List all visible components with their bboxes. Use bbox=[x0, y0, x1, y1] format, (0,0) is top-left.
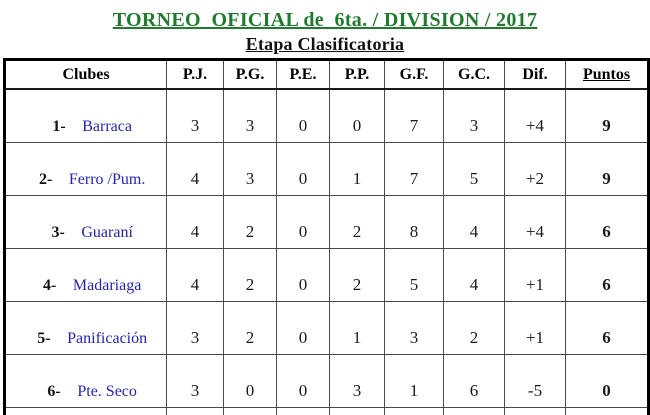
pe-value: 0 bbox=[276, 142, 330, 196]
pj-value: 3 bbox=[166, 301, 224, 355]
gc-value: 5 bbox=[443, 142, 505, 196]
gc-value: 6 bbox=[443, 354, 505, 408]
header-pe: P.E. bbox=[276, 59, 330, 90]
pp-value: 2 bbox=[329, 195, 385, 249]
table-row: 2- Ferro /Pum. 4 3 0 1 7 5 +2 9 bbox=[4, 142, 649, 196]
rank-label: 4- bbox=[43, 277, 57, 294]
header-dif: Dif. bbox=[504, 59, 566, 90]
pe-value: 0 bbox=[276, 88, 330, 143]
club-cell: 2- Ferro /Pum. bbox=[4, 142, 167, 196]
club-name: Ferro /Pum. bbox=[68, 171, 146, 188]
club-name: Madariaga bbox=[72, 277, 142, 294]
gf-value: 7 bbox=[384, 142, 444, 196]
gc-value: 4 bbox=[443, 248, 505, 302]
dif-value: +4 bbox=[504, 195, 566, 249]
table-row: 3- Guaraní 4 2 0 2 8 4 +4 6 bbox=[4, 195, 649, 249]
puntos-value: 9 bbox=[565, 88, 649, 143]
pj-value: 3 bbox=[166, 354, 224, 408]
rank-label: 6- bbox=[47, 383, 61, 400]
gc-value: 8 bbox=[443, 407, 505, 415]
page-subtitle: Etapa Clasificatoria bbox=[245, 34, 405, 54]
header-puntos-label: Puntos bbox=[582, 65, 631, 83]
standings-page: TORNEO OFICIAL de 6ta. / DIVISION / 2017… bbox=[0, 9, 650, 415]
pj-value: 3 bbox=[166, 407, 224, 415]
gf-value: 1 bbox=[384, 354, 444, 408]
pg-value: 2 bbox=[223, 248, 277, 302]
dif-value: -7 bbox=[504, 407, 566, 415]
club-name: Guaraní bbox=[81, 224, 133, 241]
header-puntos: Puntos bbox=[565, 59, 649, 90]
pp-value: 1 bbox=[329, 142, 385, 196]
gc-value: 3 bbox=[443, 88, 505, 143]
table-row: 4- Madariaga 4 2 0 2 5 4 +1 6 bbox=[4, 248, 649, 302]
pg-value: 3 bbox=[223, 88, 277, 143]
dif-value: +4 bbox=[504, 88, 566, 143]
table-row: 7- Rivera 3 0 0 3 1 8 -7 0 bbox=[4, 407, 649, 415]
club-name: Barraca bbox=[82, 118, 132, 135]
pj-value: 4 bbox=[166, 142, 224, 196]
pp-value: 1 bbox=[329, 301, 385, 355]
pp-value: 3 bbox=[329, 407, 385, 415]
club-cell: 5- Panificación bbox=[4, 301, 167, 355]
pg-value: 3 bbox=[223, 142, 277, 196]
table-row: 1- Barraca 3 3 0 0 7 3 +4 9 bbox=[4, 88, 649, 143]
puntos-value: 0 bbox=[565, 407, 649, 415]
header-pj: P.J. bbox=[166, 59, 224, 90]
pg-value: 2 bbox=[223, 195, 277, 249]
pg-value: 0 bbox=[223, 354, 277, 408]
club-cell: 1- Barraca bbox=[4, 88, 167, 143]
rank-label: 3- bbox=[51, 224, 65, 241]
puntos-value: 6 bbox=[565, 301, 649, 355]
gc-value: 2 bbox=[443, 301, 505, 355]
rank-label: 1- bbox=[52, 118, 66, 135]
gf-value: 7 bbox=[384, 88, 444, 143]
header-gc: G.C. bbox=[443, 59, 505, 90]
pp-value: 2 bbox=[329, 248, 385, 302]
pe-value: 0 bbox=[276, 195, 330, 249]
club-cell: 6- Pte. Seco bbox=[4, 354, 167, 408]
header-pp: P.P. bbox=[329, 59, 385, 90]
pj-value: 4 bbox=[166, 248, 224, 302]
rank-label: 2- bbox=[38, 171, 53, 188]
pp-value: 0 bbox=[329, 88, 385, 143]
club-cell: 3- Guaraní bbox=[4, 195, 167, 249]
dif-value: +1 bbox=[504, 301, 566, 355]
dif-value: +2 bbox=[504, 142, 566, 196]
table-header-row: Clubes P.J. P.G. P.E. P.P. G.F. G.C. Dif… bbox=[4, 59, 649, 90]
table-row: 6- Pte. Seco 3 0 0 3 1 6 -5 0 bbox=[4, 354, 649, 408]
club-cell: 4- Madariaga bbox=[4, 248, 167, 302]
puntos-value: 0 bbox=[565, 354, 649, 408]
puntos-value: 6 bbox=[565, 195, 649, 249]
rank-label: 5- bbox=[37, 330, 51, 347]
pp-value: 3 bbox=[329, 354, 385, 408]
header-clubes: Clubes bbox=[4, 59, 167, 90]
puntos-value: 9 bbox=[565, 142, 649, 196]
header-pg: P.G. bbox=[223, 59, 277, 90]
pg-value: 2 bbox=[223, 301, 277, 355]
gf-value: 3 bbox=[384, 301, 444, 355]
gc-value: 4 bbox=[443, 195, 505, 249]
pj-value: 3 bbox=[166, 88, 224, 143]
puntos-value: 6 bbox=[565, 248, 649, 302]
dif-value: -5 bbox=[504, 354, 566, 408]
pe-value: 0 bbox=[276, 354, 330, 408]
gf-value: 1 bbox=[384, 407, 444, 415]
club-name: Panificación bbox=[67, 330, 148, 347]
gf-value: 5 bbox=[384, 248, 444, 302]
dif-value: +1 bbox=[504, 248, 566, 302]
table-row: 5- Panificación 3 2 0 1 3 2 +1 6 bbox=[4, 301, 649, 355]
pe-value: 0 bbox=[276, 301, 330, 355]
gf-value: 8 bbox=[384, 195, 444, 249]
pg-value: 0 bbox=[223, 407, 277, 415]
pe-value: 0 bbox=[276, 248, 330, 302]
pj-value: 4 bbox=[166, 195, 224, 249]
club-name: Pte. Seco bbox=[77, 383, 137, 400]
pe-value: 0 bbox=[276, 407, 330, 415]
standings-table: Clubes P.J. P.G. P.E. P.P. G.F. G.C. Dif… bbox=[3, 58, 650, 415]
page-title: TORNEO OFICIAL de 6ta. / DIVISION / 2017 bbox=[112, 9, 538, 31]
header-gf: G.F. bbox=[384, 59, 444, 90]
club-cell: 7- Rivera bbox=[4, 407, 167, 415]
